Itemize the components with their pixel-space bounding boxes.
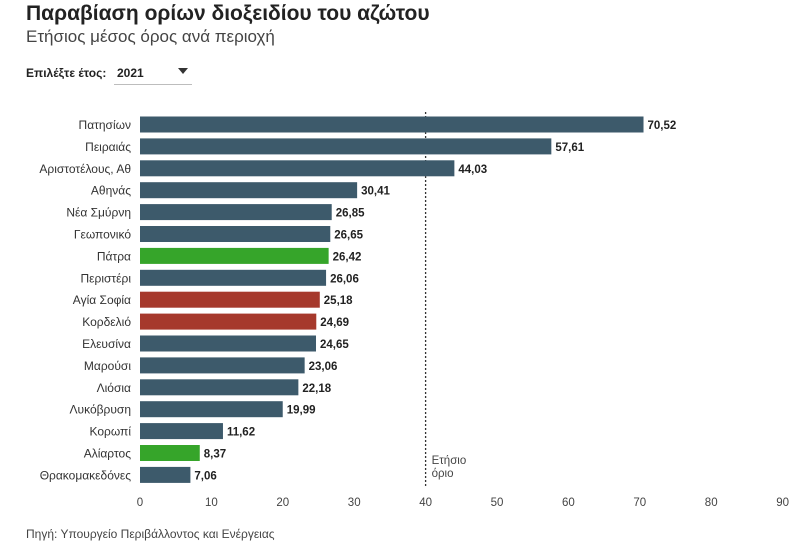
category-label: Αριστοτέλους, Αθ (39, 162, 131, 176)
x-tick-label: 0 (137, 497, 143, 509)
value-label: 19,99 (287, 405, 316, 417)
value-label: 24,65 (320, 339, 349, 351)
value-label: 70,52 (648, 120, 677, 132)
year-dropdown[interactable]: 2021 (114, 62, 192, 85)
category-label: Αλίαρτος (84, 447, 132, 461)
value-label: 22,18 (302, 383, 331, 395)
bar (140, 401, 283, 418)
bar (140, 247, 329, 264)
value-label: 26,06 (330, 273, 359, 285)
category-label: Κορωπί (89, 425, 131, 439)
bar (140, 226, 331, 242)
bar (140, 357, 305, 374)
x-tick-label: 70 (633, 497, 646, 509)
bar (140, 204, 332, 221)
value-label: 7,06 (194, 470, 216, 482)
category-label: Μαρούσι (84, 359, 131, 373)
value-label: 25,18 (324, 295, 353, 307)
x-tick-label: 60 (562, 497, 575, 509)
bar (140, 379, 299, 396)
category-label: Λυκόβρυση (70, 403, 131, 417)
bar (140, 182, 358, 199)
value-label: 26,85 (336, 208, 365, 220)
chart-title: Παραβίαση ορίων διοξειδίου του αζώτου (26, 2, 430, 25)
category-label: Περιστέρι (81, 271, 132, 285)
bar (140, 269, 327, 286)
value-label: 26,65 (334, 230, 363, 242)
source-note: Πηγή: Υπουργείο Περιβάλλοντος και Ενέργε… (26, 527, 275, 541)
bar-chart: Πατησίων 70,52 Πειραιάς 57,61 Αριστοτέλους, … (39, 112, 789, 509)
bar (140, 291, 320, 308)
value-label: 30,41 (361, 186, 390, 198)
bar (140, 423, 223, 440)
year-selector-label: Επιλέξτε έτος: (26, 66, 107, 80)
category-label: Θρακομακεδόνες (40, 468, 132, 482)
value-label: 24,69 (320, 317, 349, 329)
bar (140, 313, 317, 330)
x-tick-label: 50 (491, 497, 504, 509)
year-dropdown-value: 2021 (117, 66, 144, 80)
reference-line-label: όριο (432, 468, 454, 480)
bar (140, 466, 191, 483)
category-label: Κορδελιό (82, 315, 131, 329)
category-label: Νέα Σμύρνη (66, 206, 131, 220)
category-label: Πατησίων (79, 118, 131, 132)
x-tick-label: 90 (776, 497, 789, 509)
category-label: Ελευσίνα (82, 337, 131, 351)
bar (140, 138, 552, 155)
category-label: Γεωπονικό (74, 228, 131, 242)
reference-line-label: Ετήσιο (432, 455, 467, 467)
x-tick-label: 30 (348, 497, 361, 509)
category-label: Πάτρα (97, 249, 131, 263)
category-label: Αγία Σοφία (73, 293, 131, 307)
category-label: Λιόσια (97, 381, 131, 395)
value-label: 23,06 (309, 361, 338, 373)
x-tick-label: 20 (276, 497, 289, 509)
x-tick-label: 40 (419, 497, 432, 509)
bar (140, 116, 644, 133)
value-label: 57,61 (555, 142, 584, 154)
bar (140, 160, 455, 177)
chart-subtitle: Ετήσιος μέσος όρος ανά περιοχή (26, 27, 275, 46)
category-label: Αθηνάς (91, 184, 131, 198)
bar (140, 445, 200, 461)
chevron-down-icon (178, 68, 188, 74)
value-label: 44,03 (458, 164, 487, 176)
category-label: Πειραιάς (85, 140, 131, 154)
bar (140, 335, 317, 352)
value-label: 26,42 (333, 251, 362, 263)
x-tick-label: 10 (205, 497, 218, 509)
x-tick-label: 80 (705, 497, 718, 509)
value-label: 11,62 (227, 427, 255, 439)
value-label: 8,37 (204, 449, 226, 461)
